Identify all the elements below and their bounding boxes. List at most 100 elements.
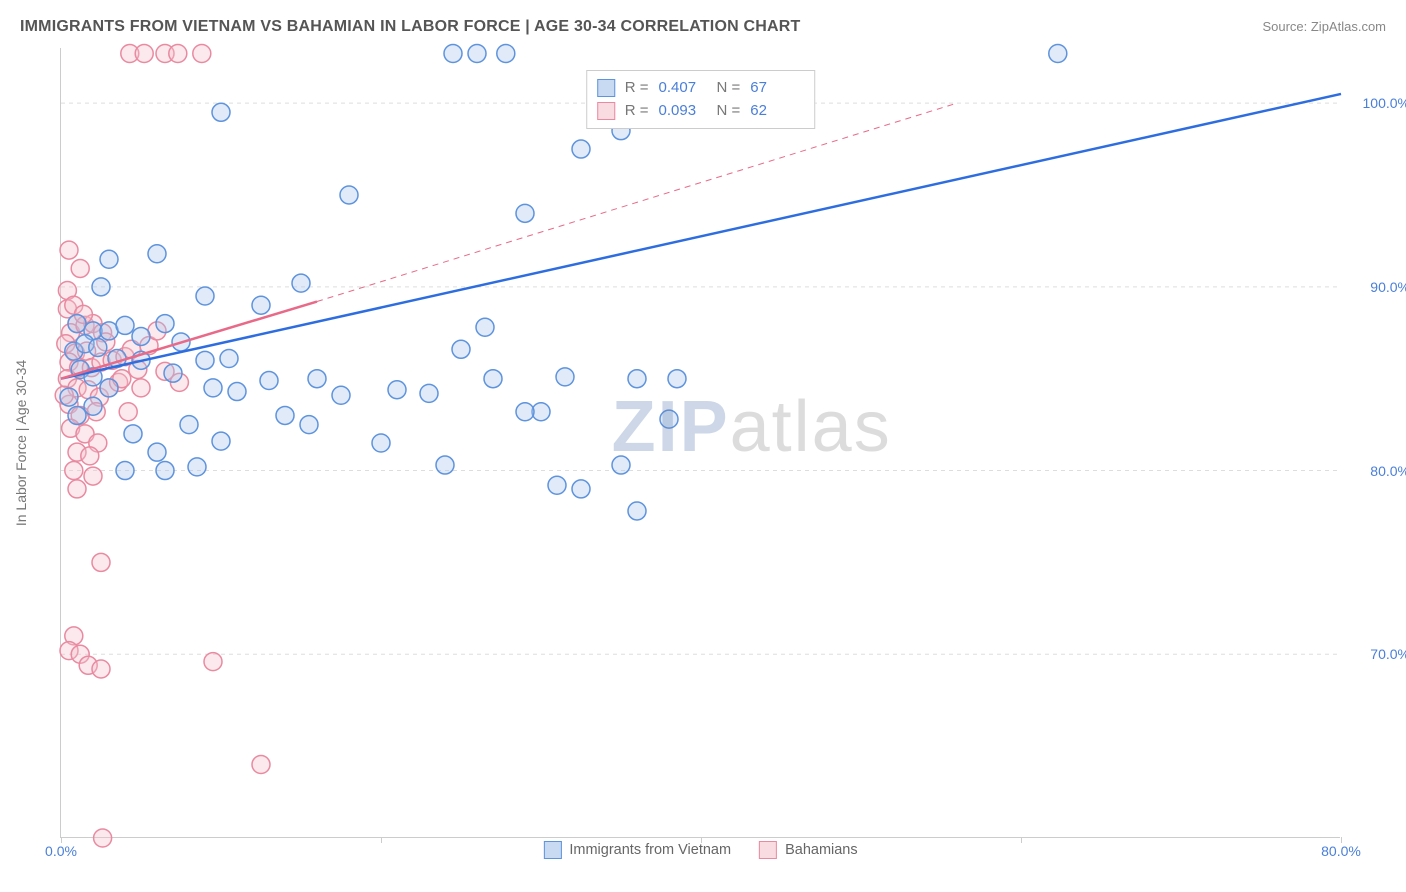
scatter-point — [476, 318, 494, 336]
scatter-point — [92, 278, 110, 296]
scatter-point — [276, 406, 294, 424]
scatter-point — [628, 370, 646, 388]
scatter-point — [60, 388, 78, 406]
scatter-point — [516, 204, 534, 222]
legend-correlation-box: R = 0.407 N = 67R =0.093N =62 — [586, 70, 816, 129]
x-tick-label: 0.0% — [45, 843, 77, 859]
y-axis-label: In Labor Force | Age 30-34 — [13, 359, 29, 525]
source-label: Source: ZipAtlas.com — [1262, 19, 1386, 34]
scatter-point — [84, 467, 102, 485]
y-tick-label: 100.0% — [1363, 95, 1406, 111]
scatter-point — [260, 372, 278, 390]
scatter-point — [81, 447, 99, 465]
scatter-point — [100, 250, 118, 268]
legend-n-label: N = — [717, 77, 741, 100]
x-tick-mark — [1021, 837, 1022, 843]
legend-series-item: Immigrants from Vietnam — [543, 841, 731, 859]
scatter-point — [156, 315, 174, 333]
legend-r-label: R = — [625, 100, 649, 123]
y-tick-label: 80.0% — [1370, 463, 1406, 479]
scatter-point — [436, 456, 454, 474]
scatter-point — [196, 351, 214, 369]
scatter-point — [100, 379, 118, 397]
scatter-point — [124, 425, 142, 443]
legend-series-label: Immigrants from Vietnam — [569, 842, 731, 858]
scatter-point — [116, 462, 134, 480]
x-tick-mark — [701, 837, 702, 843]
legend-series: Immigrants from Vietnam Bahamians — [533, 841, 867, 859]
scatter-point — [452, 340, 470, 358]
scatter-point — [188, 458, 206, 476]
scatter-point — [204, 379, 222, 397]
scatter-point — [484, 370, 502, 388]
scatter-point — [132, 379, 150, 397]
scatter-point — [444, 45, 462, 63]
scatter-point — [169, 45, 187, 63]
scatter-point — [204, 653, 222, 671]
scatter-point — [196, 287, 214, 305]
scatter-point — [292, 274, 310, 292]
scatter-point — [135, 45, 153, 63]
chart-title: IMMIGRANTS FROM VIETNAM VS BAHAMIAN IN L… — [20, 18, 800, 36]
scatter-point — [84, 397, 102, 415]
scatter-point — [132, 327, 150, 345]
title-bar: IMMIGRANTS FROM VIETNAM VS BAHAMIAN IN L… — [20, 18, 1386, 36]
legend-swatch — [597, 79, 615, 97]
x-tick-label: 80.0% — [1321, 843, 1361, 859]
scatter-point — [300, 416, 318, 434]
scatter-point — [71, 259, 89, 277]
scatter-point — [612, 456, 630, 474]
scatter-point — [68, 315, 86, 333]
legend-r-value: 0.407 — [659, 77, 707, 100]
scatter-point — [516, 403, 534, 421]
legend-swatch — [597, 102, 615, 120]
scatter-point — [556, 368, 574, 386]
x-tick-mark — [381, 837, 382, 843]
scatter-point — [212, 103, 230, 121]
scatter-point — [228, 383, 246, 401]
scatter-point — [89, 338, 107, 356]
y-tick-label: 90.0% — [1370, 279, 1406, 295]
scatter-point — [116, 316, 134, 334]
plot-svg — [61, 48, 1340, 837]
scatter-point — [252, 756, 270, 774]
scatter-point — [92, 660, 110, 678]
scatter-point — [65, 462, 83, 480]
legend-r-label: R = — [625, 77, 649, 100]
scatter-point — [60, 241, 78, 259]
scatter-point — [94, 829, 112, 847]
scatter-point — [220, 349, 238, 367]
scatter-point — [572, 480, 590, 498]
scatter-point — [164, 364, 182, 382]
scatter-point — [68, 480, 86, 498]
scatter-point — [660, 410, 678, 428]
scatter-point — [372, 434, 390, 452]
scatter-point — [332, 386, 350, 404]
scatter-point — [572, 140, 590, 158]
legend-n-value: 67 — [750, 77, 798, 100]
scatter-point — [148, 245, 166, 263]
scatter-point — [180, 416, 198, 434]
legend-correlation-row: R = 0.407 N = 67 — [597, 77, 799, 100]
scatter-point — [68, 406, 86, 424]
scatter-point — [668, 370, 686, 388]
scatter-point — [119, 403, 137, 421]
regression-line-extension — [317, 103, 957, 301]
y-tick-label: 70.0% — [1370, 646, 1406, 662]
scatter-point — [92, 553, 110, 571]
scatter-point — [252, 296, 270, 314]
scatter-point — [548, 476, 566, 494]
scatter-point — [497, 45, 515, 63]
legend-series-label: Bahamians — [785, 842, 858, 858]
scatter-point — [340, 186, 358, 204]
scatter-point — [420, 384, 438, 402]
scatter-point — [308, 370, 326, 388]
legend-correlation-row: R =0.093N =62 — [597, 100, 799, 123]
legend-n-value: 62 — [750, 100, 798, 123]
scatter-point — [148, 443, 166, 461]
scatter-plot: In Labor Force | Age 30-34 ZIPatlas R =0… — [60, 48, 1340, 838]
regression-line — [61, 94, 1341, 379]
scatter-point — [468, 45, 486, 63]
scatter-point — [1049, 45, 1067, 63]
scatter-point — [156, 462, 174, 480]
